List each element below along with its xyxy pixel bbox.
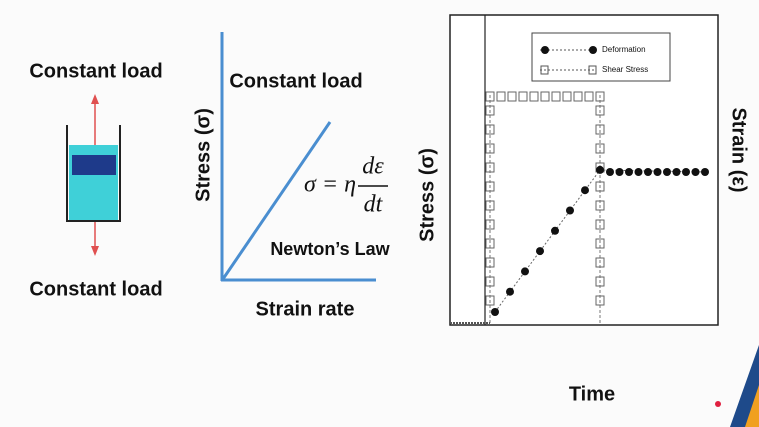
marker xyxy=(562,91,572,102)
marker xyxy=(595,219,605,230)
marker xyxy=(507,91,517,102)
marker xyxy=(521,267,529,276)
marker xyxy=(485,219,495,230)
marker xyxy=(506,287,514,296)
y-label: Stress (σ) xyxy=(416,148,438,242)
x-label: Strain rate xyxy=(256,298,355,320)
marker xyxy=(551,91,561,102)
marker xyxy=(485,200,495,211)
title: Constant load xyxy=(229,70,362,92)
marker xyxy=(584,91,594,102)
marker xyxy=(573,91,583,102)
marker xyxy=(625,168,633,176)
marker xyxy=(566,206,574,215)
marker xyxy=(485,124,495,135)
marker xyxy=(581,186,589,195)
marker xyxy=(595,295,605,306)
decoration xyxy=(730,345,759,427)
marker xyxy=(595,105,605,116)
marker xyxy=(595,91,605,102)
marker xyxy=(536,247,544,256)
marker xyxy=(701,168,709,176)
label: Constant load xyxy=(29,278,162,300)
marker xyxy=(540,91,550,102)
law: Newton’s Law xyxy=(270,239,390,259)
marker xyxy=(485,105,495,116)
marker xyxy=(595,200,605,211)
marker xyxy=(653,168,662,176)
marker xyxy=(691,168,700,176)
marker xyxy=(595,124,605,135)
marker xyxy=(596,165,604,174)
marker xyxy=(485,181,495,192)
marker xyxy=(491,308,499,316)
marker xyxy=(644,168,652,176)
equation: dt xyxy=(364,192,384,218)
marker xyxy=(485,238,495,249)
equation: σ = η xyxy=(304,172,356,198)
decoration xyxy=(715,401,721,407)
marker xyxy=(485,143,495,154)
axes xyxy=(220,32,376,282)
marker xyxy=(485,91,495,102)
equation: dε xyxy=(362,154,384,180)
label: Constant load xyxy=(29,60,162,82)
marker xyxy=(595,257,605,268)
marker xyxy=(663,168,671,176)
marker xyxy=(595,238,605,249)
y-label: Stress (σ) xyxy=(192,108,214,202)
marker xyxy=(595,276,605,287)
y2-label: Strain (ε) xyxy=(728,107,750,192)
marker xyxy=(485,162,495,173)
marker xyxy=(672,168,681,176)
marker xyxy=(606,168,614,176)
legend-label: Deformation xyxy=(602,45,646,54)
marker xyxy=(615,168,624,176)
marker xyxy=(485,295,495,306)
decoration xyxy=(745,385,759,427)
marker xyxy=(485,257,495,268)
marker xyxy=(529,91,539,102)
marker xyxy=(595,181,605,192)
marker xyxy=(485,276,495,287)
marker xyxy=(496,91,506,102)
marker xyxy=(551,226,559,235)
marker xyxy=(518,91,528,102)
marker xyxy=(634,168,643,176)
x-label: Time xyxy=(569,383,615,405)
dashpot xyxy=(66,94,121,256)
marker xyxy=(595,143,605,154)
marker xyxy=(682,168,690,176)
legend-label: Shear Stress xyxy=(602,65,648,74)
plot xyxy=(449,14,719,326)
